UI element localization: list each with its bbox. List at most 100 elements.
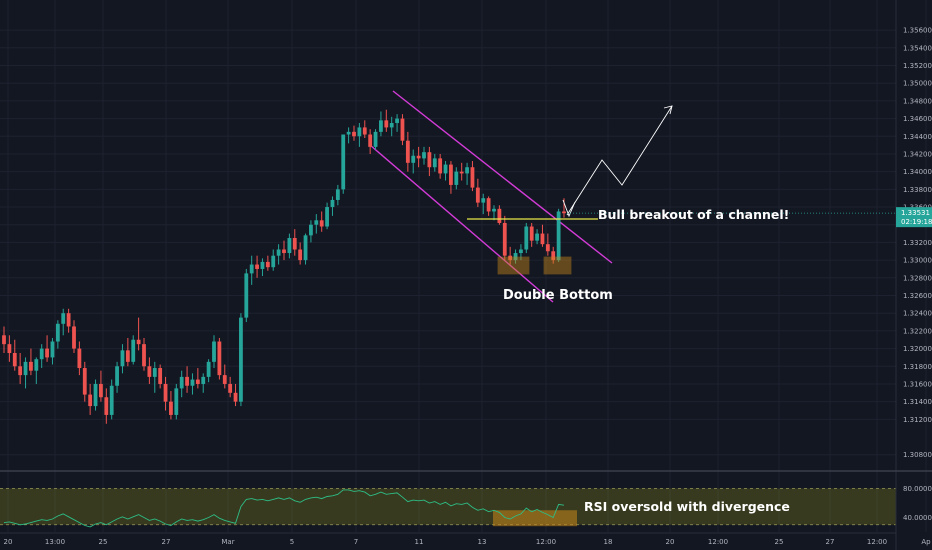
candle-body[interactable] xyxy=(524,226,529,250)
candle-body[interactable] xyxy=(513,253,518,261)
candle-body[interactable] xyxy=(55,323,60,342)
candle-body[interactable] xyxy=(459,171,464,174)
candle-body[interactable] xyxy=(179,376,184,389)
candle-body[interactable] xyxy=(432,158,437,168)
candle-body[interactable] xyxy=(152,368,157,377)
candle-body[interactable] xyxy=(169,401,173,415)
candle-body[interactable] xyxy=(319,220,324,227)
candle-body[interactable] xyxy=(309,224,313,236)
candle-body[interactable] xyxy=(341,134,346,190)
candle-body[interactable] xyxy=(282,249,286,254)
candle-body[interactable] xyxy=(104,397,109,415)
candle-body[interactable] xyxy=(540,233,545,245)
candle-body[interactable] xyxy=(255,264,259,269)
candle-body[interactable] xyxy=(125,350,130,362)
candle-body[interactable] xyxy=(228,383,233,393)
candle-body[interactable] xyxy=(454,171,459,185)
candle-body[interactable] xyxy=(66,313,71,327)
candle-body[interactable] xyxy=(93,383,98,407)
candle-body[interactable] xyxy=(201,376,206,384)
candle-body[interactable] xyxy=(556,211,561,261)
candle-body[interactable] xyxy=(34,359,39,371)
candle-body[interactable] xyxy=(82,368,87,395)
candle-body[interactable] xyxy=(45,348,49,358)
candle-body[interactable] xyxy=(206,361,211,377)
candle-body[interactable] xyxy=(99,383,103,398)
candle-body[interactable] xyxy=(61,313,66,324)
candle-body[interactable] xyxy=(115,366,119,386)
candle-body[interactable] xyxy=(222,375,227,384)
candle-body[interactable] xyxy=(39,348,44,360)
candle-body[interactable] xyxy=(109,385,114,415)
candle-body[interactable] xyxy=(287,238,292,254)
candle-body[interactable] xyxy=(298,249,303,261)
candle-body[interactable] xyxy=(400,118,405,141)
candle-body[interactable] xyxy=(465,167,469,174)
candle-body[interactable] xyxy=(330,199,335,208)
candle-body[interactable] xyxy=(384,120,389,128)
candle-body[interactable] xyxy=(395,118,399,123)
candle-body[interactable] xyxy=(185,376,189,386)
candle-body[interactable] xyxy=(163,383,168,402)
candle-body[interactable] xyxy=(427,152,432,168)
candle-body[interactable] xyxy=(2,335,6,345)
candle-body[interactable] xyxy=(303,235,308,261)
candle-body[interactable] xyxy=(7,344,12,353)
candle-body[interactable] xyxy=(449,164,453,185)
candle-body[interactable] xyxy=(492,208,496,212)
candle-body[interactable] xyxy=(147,366,152,377)
candle-body[interactable] xyxy=(244,273,249,318)
candle-body[interactable] xyxy=(271,255,276,268)
candle-body[interactable] xyxy=(508,255,513,261)
candle-body[interactable] xyxy=(352,131,356,137)
candle-body[interactable] xyxy=(502,222,507,256)
candle-body[interactable] xyxy=(535,233,539,241)
candle-body[interactable] xyxy=(142,344,146,367)
candle-body[interactable] xyxy=(190,379,195,386)
candle-body[interactable] xyxy=(519,249,523,254)
candle-body[interactable] xyxy=(72,326,76,349)
candle-body[interactable] xyxy=(545,244,550,252)
candle-body[interactable] xyxy=(29,361,33,371)
candle-body[interactable] xyxy=(497,208,502,223)
candle-body[interactable] xyxy=(77,348,82,369)
candle-body[interactable] xyxy=(551,251,556,261)
candle-body[interactable] xyxy=(50,341,55,358)
candle-body[interactable] xyxy=(562,211,566,214)
candle-body[interactable] xyxy=(265,261,270,268)
candle-body[interactable] xyxy=(481,198,486,203)
candle-body[interactable] xyxy=(136,339,141,345)
candle-body[interactable] xyxy=(325,207,329,227)
candle-body[interactable] xyxy=(373,131,378,147)
candle-body[interactable] xyxy=(475,187,480,203)
candle-body[interactable] xyxy=(411,155,416,163)
candle-body[interactable] xyxy=(368,134,373,147)
candle-body[interactable] xyxy=(379,120,383,132)
candle-body[interactable] xyxy=(470,167,475,188)
candle-body[interactable] xyxy=(195,379,200,384)
candle-body[interactable] xyxy=(314,220,319,225)
candle-body[interactable] xyxy=(233,392,238,402)
candle-body[interactable] xyxy=(443,164,448,174)
candle-body[interactable] xyxy=(292,238,297,250)
candle-body[interactable] xyxy=(389,123,394,128)
candle-body[interactable] xyxy=(260,261,265,269)
candle-body[interactable] xyxy=(486,198,491,212)
candle-body[interactable] xyxy=(88,394,93,407)
candle-body[interactable] xyxy=(422,152,426,159)
candle-body[interactable] xyxy=(276,249,281,256)
candle-body[interactable] xyxy=(120,350,125,367)
candle-body[interactable] xyxy=(174,388,179,415)
candle-body[interactable] xyxy=(12,353,17,367)
candle-body[interactable] xyxy=(529,226,534,241)
candle-body[interactable] xyxy=(346,131,351,135)
candle-body[interactable] xyxy=(405,140,410,163)
candle-body[interactable] xyxy=(217,341,222,376)
candle-body[interactable] xyxy=(23,361,28,376)
candle-body[interactable] xyxy=(249,264,254,274)
candle-body[interactable] xyxy=(357,127,362,137)
candle-layer[interactable] xyxy=(2,109,566,424)
candle-body[interactable] xyxy=(212,341,216,362)
candle-body[interactable] xyxy=(131,339,136,362)
candle-body[interactable] xyxy=(239,317,243,402)
